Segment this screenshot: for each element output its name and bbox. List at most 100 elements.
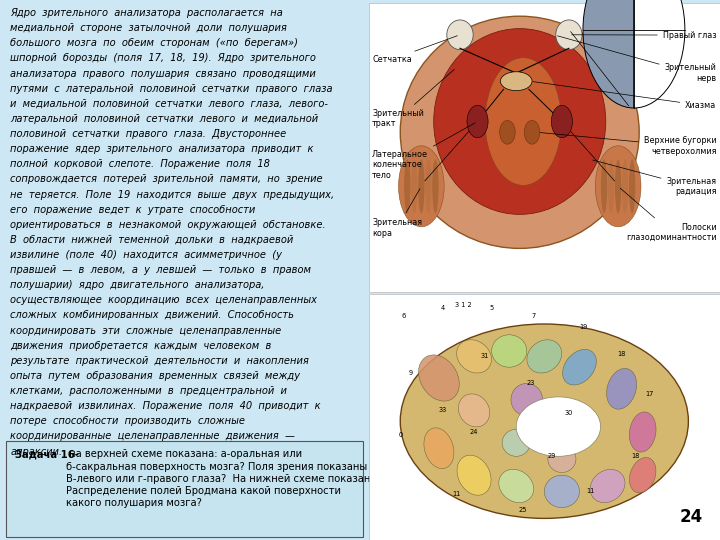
Text: латеральной  половиной  сетчатки  левого  и  медиальной: латеральной половиной сетчатки левого и …: [10, 114, 318, 124]
Text: 19: 19: [579, 323, 587, 330]
Ellipse shape: [629, 412, 656, 452]
Ellipse shape: [492, 335, 527, 367]
Ellipse shape: [404, 159, 410, 213]
Ellipse shape: [433, 29, 606, 214]
Text: медиальной  стороне  затылочной  доли  полушария: медиальной стороне затылочной доли полуш…: [10, 23, 287, 33]
Text: Зрительный
нерв: Зрительный нерв: [557, 36, 716, 83]
Ellipse shape: [432, 159, 438, 213]
Text: 31: 31: [480, 353, 489, 360]
Text: 30: 30: [564, 410, 573, 416]
Text: шпорной  борозды  (поля  17,  18,  19).  Ядро  зрительного: шпорной борозды (поля 17, 18, 19). Ядро …: [10, 53, 316, 64]
Text: сопровождается  потерей  зрительной  памяти,  но  зрение: сопровождается потерей зрительной памяти…: [10, 174, 323, 185]
Wedge shape: [583, 0, 634, 108]
Text: полушарии)  ядро  двигательного  анализатора,: полушарии) ядро двигательного анализатор…: [10, 280, 265, 291]
Text: его  поражение  ведет  к  утрате  способности: его поражение ведет к утрате способности: [10, 205, 256, 215]
Ellipse shape: [400, 16, 639, 248]
Text: координировать  эти  сложные  целенаправленные: координировать эти сложные целенаправлен…: [10, 326, 282, 336]
Text: Задача 16-: Задача 16-: [14, 449, 78, 460]
Text: опыта  путем  образования  временных  связей  между: опыта путем образования временных связей…: [10, 371, 300, 381]
Ellipse shape: [556, 20, 582, 50]
Ellipse shape: [424, 428, 454, 469]
Ellipse shape: [411, 159, 418, 213]
Text: В  области  нижней  теменной  дольки  в  надкраевой: В области нижней теменной дольки в надкр…: [10, 235, 294, 245]
Text: не  теряется.  Поле  19  находится  выше  двух  предыдущих,: не теряется. Поле 19 находится выше двух…: [10, 190, 335, 200]
Text: 9: 9: [409, 369, 413, 376]
Ellipse shape: [418, 355, 459, 401]
Ellipse shape: [447, 20, 473, 50]
Text: Зрительная
кора: Зрительная кора: [372, 188, 422, 238]
Ellipse shape: [459, 394, 490, 427]
Ellipse shape: [562, 349, 596, 385]
Ellipse shape: [601, 159, 607, 213]
Text: полной  корковой  слепоте.  Поражение  поля  18: полной корковой слепоте. Поражение поля …: [10, 159, 270, 170]
Ellipse shape: [590, 469, 625, 503]
Text: Хиазма: Хиазма: [533, 82, 716, 110]
Text: надкраевой  извилинах.  Поражение  поля  40  приводит  к: надкраевой извилинах. Поражение поля 40 …: [10, 401, 321, 411]
Circle shape: [552, 105, 572, 138]
Ellipse shape: [418, 159, 425, 213]
Text: 17: 17: [646, 391, 654, 397]
Ellipse shape: [595, 146, 641, 227]
Ellipse shape: [502, 429, 530, 456]
Text: 0: 0: [398, 431, 402, 438]
Text: сложных  комбинированных  движений.  Способность: сложных комбинированных движений. Способ…: [10, 310, 294, 321]
Text: Зрительная
радиация: Зрительная радиация: [593, 160, 716, 196]
Text: 18: 18: [631, 453, 640, 460]
Text: поражение  ядер  зрительного  анализатора  приводит  к: поражение ядер зрительного анализатора п…: [10, 144, 314, 154]
Text: клетками,  расположенными  в  предцентральной  и: клетками, расположенными в предцентральн…: [10, 386, 287, 396]
Text: движения  приобретается  каждым  человеком  в: движения приобретается каждым человеком …: [10, 341, 271, 351]
Text: Сетчатка: Сетчатка: [372, 36, 457, 64]
Text: потере  способности  производить  сложные: потере способности производить сложные: [10, 416, 246, 427]
Text: 3 1 2: 3 1 2: [455, 302, 472, 308]
Text: 29: 29: [547, 453, 556, 460]
Ellipse shape: [511, 383, 543, 416]
Text: большого  мозга  по  обеим  сторонам  («по  берегам»): большого мозга по обеим сторонам («по бе…: [10, 38, 298, 49]
Text: Латеральное
коленчатое
тело: Латеральное коленчатое тело: [372, 123, 475, 180]
Text: координированные  целенаправленные  движения  —: координированные целенаправленные движен…: [10, 431, 295, 442]
FancyBboxPatch shape: [369, 3, 720, 292]
Text: половиной  сетчатки  правого  глаза.  Двустороннее: половиной сетчатки правого глаза. Двусто…: [10, 129, 287, 139]
Ellipse shape: [499, 469, 534, 503]
FancyBboxPatch shape: [6, 441, 363, 537]
Text: Правый глаз: Правый глаз: [572, 31, 716, 39]
Text: Ядро  зрительного  анализатора  располагается  на: Ядро зрительного анализатора располагает…: [10, 8, 283, 18]
Ellipse shape: [426, 159, 431, 213]
Text: Зрительный
тракт: Зрительный тракт: [372, 69, 454, 129]
Text: анализатора  правого  полушария  связано  проводящими: анализатора правого полушария связано пр…: [10, 69, 316, 79]
Ellipse shape: [456, 340, 492, 373]
Ellipse shape: [548, 446, 576, 472]
Text: 4: 4: [441, 305, 444, 311]
Ellipse shape: [544, 475, 580, 508]
Text: 18: 18: [618, 350, 626, 357]
Text: 6: 6: [402, 313, 406, 319]
Text: на верхней схеме показана: а-оральная или
б-сакральная поверхность мозга? Поля з: на верхней схеме показана: а-оральная ил…: [66, 449, 395, 508]
Text: путями  с  латеральной  половиной  сетчатки  правого  глаза: путями с латеральной половиной сетчатки …: [10, 84, 333, 94]
Text: извилине  (поле  40)  находится  асимметричное  (у: извилине (поле 40) находится асимметричн…: [10, 250, 282, 260]
Text: ориентироваться  в  незнакомой  окружающей  обстановке.: ориентироваться в незнакомой окружающей …: [10, 220, 326, 230]
Ellipse shape: [400, 324, 688, 518]
Text: 11: 11: [586, 488, 594, 495]
Ellipse shape: [607, 368, 636, 409]
Ellipse shape: [516, 397, 600, 456]
Wedge shape: [634, 0, 685, 108]
Ellipse shape: [500, 72, 532, 91]
Ellipse shape: [629, 159, 635, 213]
Ellipse shape: [485, 58, 562, 185]
Text: результате  практической  деятельности  и  накопления: результате практической деятельности и н…: [10, 356, 309, 366]
Circle shape: [524, 120, 540, 144]
Text: и  медиальной  половиной  сетчатки  левого  глаза,  левого-: и медиальной половиной сетчатки левого г…: [10, 99, 328, 109]
Ellipse shape: [398, 146, 444, 227]
Text: осуществляющее  координацию  всех  целенаправленных: осуществляющее координацию всех целенапр…: [10, 295, 318, 306]
Ellipse shape: [629, 457, 656, 493]
Text: Полоски
глазодоминантности: Полоски глазодоминантности: [620, 188, 716, 242]
Circle shape: [500, 120, 515, 144]
Text: 23: 23: [526, 380, 534, 387]
Circle shape: [467, 105, 488, 138]
Ellipse shape: [622, 159, 629, 213]
FancyBboxPatch shape: [369, 294, 720, 540]
Text: 5: 5: [490, 305, 494, 311]
Text: 33: 33: [438, 407, 446, 414]
Text: 24: 24: [469, 429, 478, 435]
Ellipse shape: [608, 159, 614, 213]
Text: 24: 24: [679, 509, 703, 526]
